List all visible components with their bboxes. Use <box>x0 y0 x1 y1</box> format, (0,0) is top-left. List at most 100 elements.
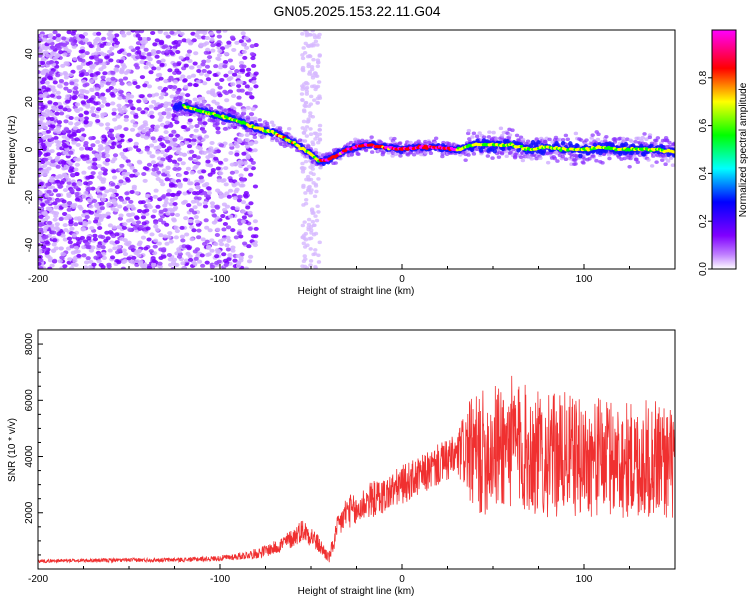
ridge-halo <box>525 139 531 144</box>
noise-blob <box>43 157 49 162</box>
noise-blob <box>110 101 116 106</box>
ridge-halo <box>470 135 475 139</box>
ridge-halo <box>369 150 375 154</box>
noise-blob <box>42 163 48 168</box>
noise-blob <box>74 191 80 196</box>
noise-blob <box>165 211 171 216</box>
noise-blob <box>73 91 79 96</box>
noise-blob <box>54 225 60 230</box>
noise-blob <box>102 112 108 117</box>
noise-blob <box>232 162 239 167</box>
noise-blob <box>115 133 121 138</box>
noise-blob <box>223 51 230 56</box>
ridge-halo <box>563 157 569 162</box>
noise-blob <box>46 189 52 194</box>
noise-blob <box>238 60 245 65</box>
noise-blob <box>234 206 240 211</box>
noise-blob <box>216 53 223 58</box>
noise-blob <box>313 248 318 252</box>
noise-blob <box>84 72 90 77</box>
noise-blob <box>235 261 242 266</box>
noise-blob <box>156 241 162 246</box>
noise-blob <box>246 244 252 249</box>
ridge-halo <box>262 134 267 139</box>
noise-blob <box>63 164 69 169</box>
noise-blob <box>38 53 43 58</box>
noise-blob <box>122 76 129 81</box>
noise-blob <box>164 136 170 141</box>
noise-blob <box>133 144 139 149</box>
noise-blob <box>216 57 222 62</box>
noise-blob <box>217 49 223 54</box>
noise-blob <box>169 209 175 214</box>
noise-blob <box>50 124 56 129</box>
noise-blob <box>69 244 75 249</box>
noise-blob <box>122 108 128 113</box>
noise-blob <box>253 43 259 48</box>
noise-blob <box>43 113 49 118</box>
noise-blob <box>242 241 248 246</box>
ridge-halo <box>397 141 403 145</box>
noise-blob <box>131 220 137 225</box>
noise-blob <box>168 75 174 80</box>
noise-blob <box>313 148 318 152</box>
ridge-halo <box>416 139 421 144</box>
ridge-core <box>423 144 428 148</box>
noise-blob <box>188 65 194 70</box>
noise-blob <box>135 133 141 138</box>
noise-blob <box>157 104 163 109</box>
noise-blob <box>83 143 89 148</box>
noise-blob <box>49 185 56 190</box>
noise-blob <box>198 150 204 155</box>
noise-blob <box>138 94 145 99</box>
noise-blob <box>38 266 44 269</box>
noise-blob <box>210 208 216 213</box>
noise-blob <box>109 46 115 51</box>
noise-blob <box>97 171 104 176</box>
noise-blob <box>62 237 68 242</box>
ridge-halo <box>411 152 417 157</box>
ridge-halo <box>490 156 495 160</box>
noise-blob <box>118 78 124 83</box>
noise-blob <box>109 91 115 96</box>
noise-blob <box>102 171 108 176</box>
noise-blob <box>38 102 42 107</box>
noise-blob <box>308 236 314 241</box>
noise-blob <box>252 148 258 153</box>
noise-blob <box>315 43 320 47</box>
noise-blob <box>243 167 249 172</box>
noise-blob <box>204 41 210 46</box>
noise-blob <box>150 51 156 56</box>
noise-blob <box>120 154 127 159</box>
noise-blob <box>38 151 43 156</box>
noise-blob <box>87 69 94 74</box>
noise-blob <box>105 81 111 86</box>
noise-blob <box>98 67 104 72</box>
noise-blob <box>230 228 236 233</box>
noise-blob <box>221 252 227 257</box>
noise-blob <box>224 243 230 248</box>
ridge-halo <box>600 161 605 165</box>
noise-blob <box>155 66 162 71</box>
noise-blob <box>80 154 86 159</box>
noise-blob <box>188 124 194 129</box>
noise-blob <box>300 98 305 102</box>
ridge-band <box>507 145 512 151</box>
noise-blob <box>236 74 242 79</box>
ridge-halo <box>647 135 653 140</box>
noise-blob <box>135 41 142 46</box>
noise-blob <box>49 51 55 56</box>
ridge-halo <box>664 138 670 142</box>
noise-blob <box>195 155 201 160</box>
noise-blob <box>95 139 101 144</box>
noise-blob <box>125 171 131 176</box>
noise-blob <box>154 54 160 59</box>
noise-blob <box>227 70 233 75</box>
noise-blob <box>201 68 207 73</box>
noise-blob <box>118 197 125 202</box>
ridge-halo <box>196 100 201 105</box>
noise-blob <box>90 143 96 148</box>
noise-blob <box>111 169 117 174</box>
noise-blob <box>206 190 212 195</box>
noise-blob <box>215 166 221 171</box>
